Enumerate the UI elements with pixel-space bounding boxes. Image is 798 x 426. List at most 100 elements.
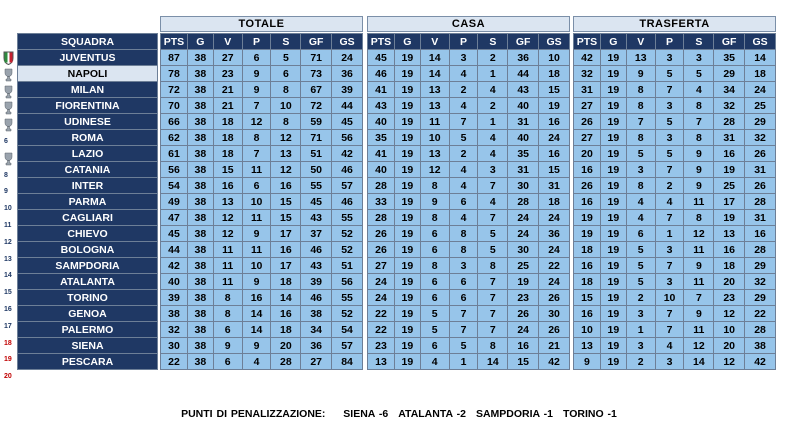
casa-stat-cell: 7 <box>477 209 509 226</box>
trasferta-stat-cell: 32 <box>573 65 601 82</box>
totale-stat-cell: 49 <box>160 193 188 210</box>
position-number: 11 <box>4 221 12 229</box>
casa-stat-cell: 19 <box>393 97 421 114</box>
casa-stat-cell: 3 <box>448 257 479 274</box>
casa-stat-cell: 2 <box>477 49 509 66</box>
totale-stat-cell: 6 <box>241 49 272 66</box>
table-row: 49 38 13 10 15 45 46 <box>160 193 363 210</box>
trasferta-stat-cell: 3 <box>625 337 656 354</box>
totale-table: PTS G V P S GF GS 87 38 27 6 5 71 24 78 38 23 9 6 73 36 72 38 2… <box>160 33 363 370</box>
position-marker <box>0 117 16 134</box>
trasferta-stat-cell: 26 <box>573 113 601 130</box>
totale-stat-cell: 38 <box>186 209 214 226</box>
totale-stat-cell: 8 <box>212 289 243 306</box>
trasferta-stat-cell: 3 <box>654 129 685 146</box>
totale-stat-cell: 18 <box>270 321 302 338</box>
totale-stat-cell: 71 <box>300 49 333 66</box>
totale-stat-cell: 56 <box>160 161 188 178</box>
trasferta-stat-cell: 7 <box>683 113 715 130</box>
totale-stat-cell: 38 <box>186 65 214 82</box>
totale-stat-cell: 38 <box>186 289 214 306</box>
table-row: 66 38 18 12 8 59 45 <box>160 113 363 130</box>
trasferta-stat-cell: 4 <box>625 209 656 226</box>
totale-stat-cell: 5 <box>270 49 302 66</box>
casa-stat-cell: 40 <box>507 129 540 146</box>
totale-stat-cell: 51 <box>331 257 363 274</box>
totale-stat-cell: 10 <box>270 97 302 114</box>
trasferta-stat-cell: 5 <box>654 113 685 130</box>
trasferta-stat-cell: 9 <box>625 65 656 82</box>
totale-stat-cell: 16 <box>270 241 302 258</box>
casa-stat-cell: 26 <box>367 225 395 242</box>
casa-stat-cell: 19 <box>507 273 540 290</box>
casa-col-header: V <box>419 33 450 50</box>
position-marker: 19 <box>0 352 16 369</box>
trasferta-stat-cell: 8 <box>625 177 656 194</box>
position-number: 17 <box>4 322 12 330</box>
totale-stat-cell: 55 <box>331 209 363 226</box>
totale-stat-cell: 6 <box>241 177 272 194</box>
totale-stat-cell: 73 <box>300 65 333 82</box>
totale-stat-cell: 38 <box>186 145 214 162</box>
totale-stat-cell: 22 <box>160 353 188 370</box>
totale-stat-cell: 18 <box>270 273 302 290</box>
casa-stat-cell: 19 <box>393 257 421 274</box>
position-marker <box>0 67 16 84</box>
casa-col-header: GF <box>507 33 540 50</box>
table-row: 28 19 8 4 7 24 24 <box>367 209 570 226</box>
casa-stat-cell: 5 <box>448 129 479 146</box>
totale-stat-cell: 38 <box>186 273 214 290</box>
casa-stat-cell: 6 <box>419 241 450 258</box>
trasferta-stat-cell: 19 <box>599 81 627 98</box>
totale-stat-cell: 38 <box>186 177 214 194</box>
trasferta-stat-cell: 29 <box>744 257 776 274</box>
team-name: SAMPDORIA <box>17 257 158 274</box>
team-name: TORINO <box>17 289 158 306</box>
totale-stat-cell: 38 <box>186 305 214 322</box>
trasferta-stat-cell: 5 <box>654 65 685 82</box>
penalty-item: SIENA -6 <box>343 408 389 420</box>
team-name: GENOA <box>17 305 158 322</box>
table-row: 26 19 6 8 5 30 24 <box>367 241 570 258</box>
totale-stat-cell: 55 <box>300 177 333 194</box>
casa-stat-cell: 30 <box>507 177 540 194</box>
casa-stat-cell: 2 <box>477 97 509 114</box>
totale-stat-cell: 39 <box>300 273 333 290</box>
trasferta-stat-cell: 19 <box>573 225 601 242</box>
trasferta-stat-cell: 19 <box>599 177 627 194</box>
trasferta-col-header: PTS <box>573 33 601 50</box>
team-name: CAGLIARI <box>17 209 158 226</box>
penalty-item: ATALANTA -2 <box>398 408 466 420</box>
casa-stat-cell: 19 <box>393 241 421 258</box>
team-name: PARMA <box>17 193 158 210</box>
casa-stat-cell: 22 <box>538 257 570 274</box>
trasferta-stat-cell: 14 <box>683 353 715 370</box>
casa-stat-cell: 19 <box>393 193 421 210</box>
squadra-header: SQUADRA <box>17 33 158 50</box>
casa-stat-cell: 19 <box>393 81 421 98</box>
trasferta-stat-cell: 2 <box>625 289 656 306</box>
casa-stat-cell: 24 <box>507 209 540 226</box>
team-name: JUVENTUS <box>17 49 158 66</box>
totale-stat-cell: 45 <box>160 225 188 242</box>
trasferta-stat-cell: 29 <box>744 289 776 306</box>
casa-stat-cell: 13 <box>367 353 395 370</box>
casa-stat-cell: 8 <box>419 209 450 226</box>
casa-table: PTS G V P S GF GS 45 19 14 3 2 36 10 46 19 14 4 1 44 18 41 19 1… <box>367 33 570 370</box>
team-name: INTER <box>17 177 158 194</box>
trasferta-stat-cell: 19 <box>599 273 627 290</box>
table-row: 26 19 6 8 5 24 36 <box>367 225 570 242</box>
casa-stat-cell: 10 <box>419 129 450 146</box>
trasferta-stat-cell: 5 <box>625 257 656 274</box>
totale-stat-cell: 67 <box>300 81 333 98</box>
trasferta-stat-cell: 8 <box>683 97 715 114</box>
casa-stat-cell: 35 <box>507 145 540 162</box>
trasferta-stat-cell: 9 <box>573 353 601 370</box>
trasferta-stat-cell: 32 <box>713 97 746 114</box>
totale-stat-cell: 47 <box>160 209 188 226</box>
casa-stat-cell: 15 <box>538 161 570 178</box>
table-row: 28 19 8 4 7 30 31 <box>367 177 570 194</box>
trasferta-stat-cell: 20 <box>713 273 746 290</box>
group-header-totale: TOTALE <box>160 16 363 32</box>
trasferta-stat-cell: 25 <box>713 177 746 194</box>
